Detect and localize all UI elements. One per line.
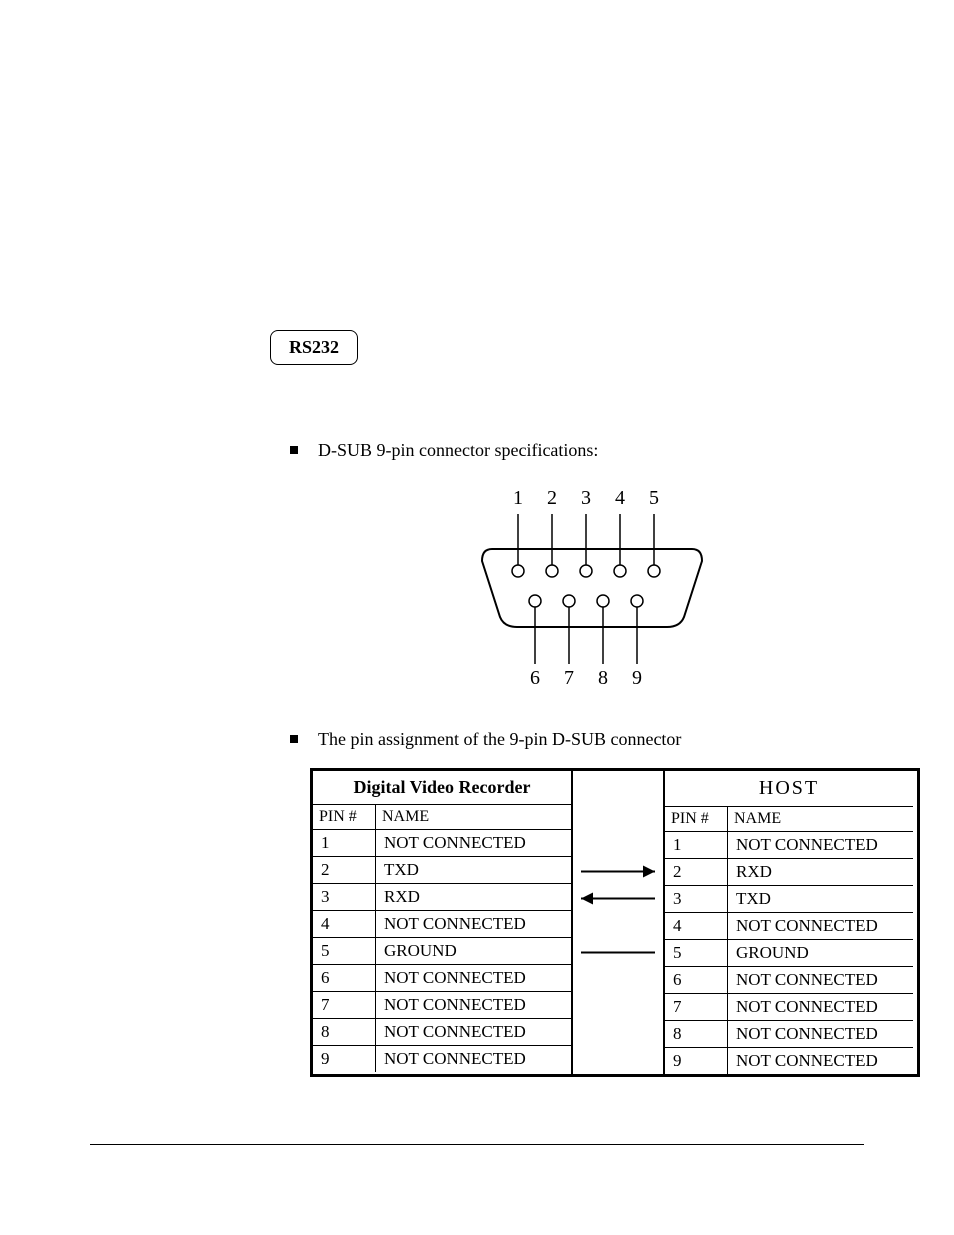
table-row: 3RXD: [313, 884, 571, 911]
table-row: 6NOT CONNECTED: [665, 967, 913, 994]
cell-name: NOT CONNECTED: [728, 1048, 914, 1075]
cell-pin: 2: [313, 857, 376, 884]
pin-label: 3: [581, 487, 591, 509]
pin-label: 2: [547, 487, 557, 509]
pin-label: 5: [649, 487, 659, 509]
bullet-icon: [290, 735, 298, 743]
section-label: RS232: [289, 337, 339, 357]
cell-pin: 4: [665, 913, 728, 940]
cell-pin: 6: [313, 965, 376, 992]
col-header-name: NAME: [376, 805, 572, 830]
cell-pin: 1: [313, 830, 376, 857]
col-header-name: NAME: [728, 807, 914, 832]
cell-pin: 9: [313, 1046, 376, 1073]
cell-pin: 5: [665, 940, 728, 967]
pin-label: 8: [598, 667, 608, 689]
connection-arrow: [581, 866, 655, 878]
page: RS232 D-SUB 9-pin connector specificatio…: [0, 0, 954, 1235]
connection-arrow: [581, 893, 655, 905]
table-right-title: HOST: [665, 771, 913, 807]
table-row: 7NOT CONNECTED: [313, 992, 571, 1019]
cell-pin: 7: [665, 994, 728, 1021]
table-left-title: Digital Video Recorder: [313, 771, 571, 805]
cell-pin: 9: [665, 1048, 728, 1075]
cell-name: GROUND: [376, 938, 572, 965]
bullet-list: D-SUB 9-pin connector specifications: 12…: [270, 440, 894, 1077]
cell-name: TXD: [376, 857, 572, 884]
table-arrows: [573, 771, 663, 1074]
bullet-item: The pin assignment of the 9-pin D-SUB co…: [290, 729, 894, 750]
table-row: 4NOT CONNECTED: [665, 913, 913, 940]
cell-name: RXD: [376, 884, 572, 911]
cell-pin: 3: [665, 886, 728, 913]
pin-label: 7: [564, 667, 574, 689]
cell-name: NOT CONNECTED: [376, 830, 572, 857]
bullet-text: The pin assignment of the 9-pin D-SUB co…: [318, 729, 681, 750]
table-row: 7NOT CONNECTED: [665, 994, 913, 1021]
dsub-svg: 1 2 3 4 5 6 7 8 9: [462, 479, 722, 699]
table-row: 6NOT CONNECTED: [313, 965, 571, 992]
bullet-text: D-SUB 9-pin connector specifications:: [318, 440, 598, 461]
bullet-item: D-SUB 9-pin connector specifications:: [290, 440, 894, 461]
table-row: 1NOT CONNECTED: [665, 832, 913, 859]
arrows-svg: [573, 771, 663, 1074]
table-row: 5GROUND: [665, 940, 913, 967]
cell-name: NOT CONNECTED: [376, 1046, 572, 1073]
table-right: HOST PIN # NAME 1NOT CONNECTED2RXD3TXD4N…: [663, 771, 913, 1074]
table-row: 1NOT CONNECTED: [313, 830, 571, 857]
table-row: 9NOT CONNECTED: [665, 1048, 913, 1075]
pin-label: 1: [513, 487, 523, 509]
table-row: 8NOT CONNECTED: [665, 1021, 913, 1048]
table-left: Digital Video Recorder PIN # NAME 1NOT C…: [313, 771, 573, 1074]
pin-label: 6: [530, 667, 540, 689]
cell-pin: 6: [665, 967, 728, 994]
cell-name: NOT CONNECTED: [728, 832, 914, 859]
section-label-box: RS232: [270, 330, 358, 365]
cell-pin: 3: [313, 884, 376, 911]
cell-name: RXD: [728, 859, 914, 886]
col-header-pin: PIN #: [313, 805, 376, 830]
table-row: 8NOT CONNECTED: [313, 1019, 571, 1046]
table-row: 9NOT CONNECTED: [313, 1046, 571, 1073]
cell-name: NOT CONNECTED: [376, 992, 572, 1019]
cell-name: NOT CONNECTED: [376, 1019, 572, 1046]
cell-pin: 1: [665, 832, 728, 859]
cell-name: NOT CONNECTED: [728, 913, 914, 940]
cell-name: NOT CONNECTED: [728, 994, 914, 1021]
cell-pin: 7: [313, 992, 376, 1019]
pin-label: 4: [615, 487, 625, 509]
pin-assignment-table: Digital Video Recorder PIN # NAME 1NOT C…: [310, 768, 920, 1077]
col-header-pin: PIN #: [665, 807, 728, 832]
cell-pin: 4: [313, 911, 376, 938]
bullet-icon: [290, 446, 298, 454]
cell-name: NOT CONNECTED: [376, 911, 572, 938]
cell-name: NOT CONNECTED: [728, 967, 914, 994]
dsub-diagram: 1 2 3 4 5 6 7 8 9: [462, 479, 722, 699]
cell-pin: 8: [665, 1021, 728, 1048]
footer-rule: [90, 1144, 864, 1145]
cell-name: GROUND: [728, 940, 914, 967]
cell-name: NOT CONNECTED: [728, 1021, 914, 1048]
table-row: 4NOT CONNECTED: [313, 911, 571, 938]
table-row: 5GROUND: [313, 938, 571, 965]
cell-pin: 2: [665, 859, 728, 886]
cell-name: TXD: [728, 886, 914, 913]
pin-label: 9: [632, 667, 642, 689]
table-row: 3TXD: [665, 886, 913, 913]
cell-pin: 5: [313, 938, 376, 965]
table-row: 2TXD: [313, 857, 571, 884]
table-row: 2RXD: [665, 859, 913, 886]
cell-pin: 8: [313, 1019, 376, 1046]
cell-name: NOT CONNECTED: [376, 965, 572, 992]
